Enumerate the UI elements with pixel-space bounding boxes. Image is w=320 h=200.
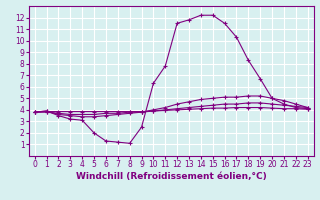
X-axis label: Windchill (Refroidissement éolien,°C): Windchill (Refroidissement éolien,°C) [76, 172, 267, 181]
